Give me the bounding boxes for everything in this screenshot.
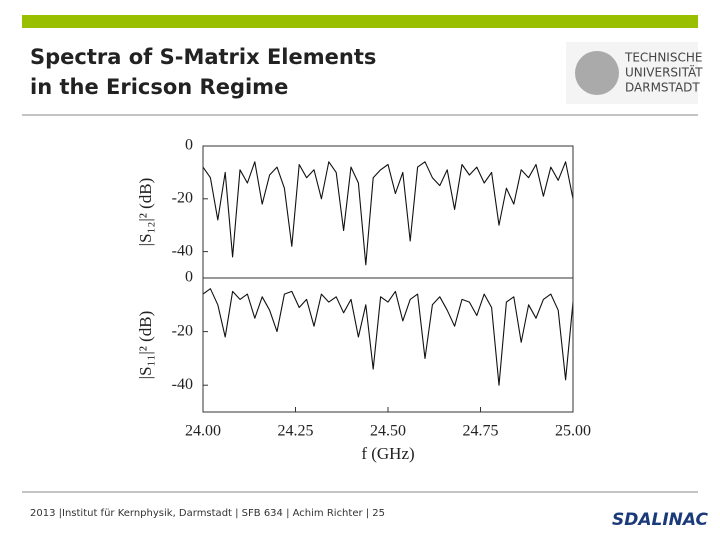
- x-tick-label: 24.00: [185, 423, 221, 440]
- spectrum-line: [202, 288, 574, 386]
- footer-text: 2013 |Institut für Kernphysik, Darmstadt…: [30, 508, 385, 519]
- x-tick-label: 24.25: [278, 423, 314, 440]
- y-tick-label: -40: [172, 376, 193, 393]
- x-tick-label: 24.75: [463, 423, 499, 440]
- charts: -40 -20 0 |S₁₂|² (dB) -40 -20 0 24.00 24.25 24.50…: [136, 137, 591, 463]
- footer-logo: SDALINAC: [612, 510, 709, 530]
- spectrum-line: [202, 161, 574, 266]
- y-tick-label: -20: [172, 322, 193, 339]
- y-tick-label: 0: [185, 269, 193, 286]
- y-tick-label: 0: [185, 137, 193, 154]
- logo-text: UNIVERSITÄT: [625, 65, 703, 80]
- y-tick-label: -20: [172, 189, 193, 206]
- logo-text: TECHNISCHE: [624, 51, 702, 65]
- logo-emblem: [575, 51, 619, 95]
- x-tick-label: 25.00: [555, 423, 591, 440]
- title-line: in the Ericson Regime: [30, 75, 288, 99]
- x-tick-label: 24.50: [370, 423, 406, 440]
- y-axis-label: |S₁₁|² (dB): [136, 311, 155, 380]
- logo-text: DARMSTADT: [625, 81, 700, 95]
- y-axis-label: |S₁₂|² (dB): [136, 178, 155, 247]
- x-axis-label: f (GHz): [361, 444, 414, 463]
- plot-frame: [202, 277, 574, 413]
- header-bar: [22, 15, 698, 28]
- y-tick-label: -40: [172, 242, 193, 259]
- title-line: Spectra of S-Matrix Elements: [30, 45, 376, 69]
- university-logo: TECHNISCHE UNIVERSITÄT DARMSTADT: [566, 42, 703, 104]
